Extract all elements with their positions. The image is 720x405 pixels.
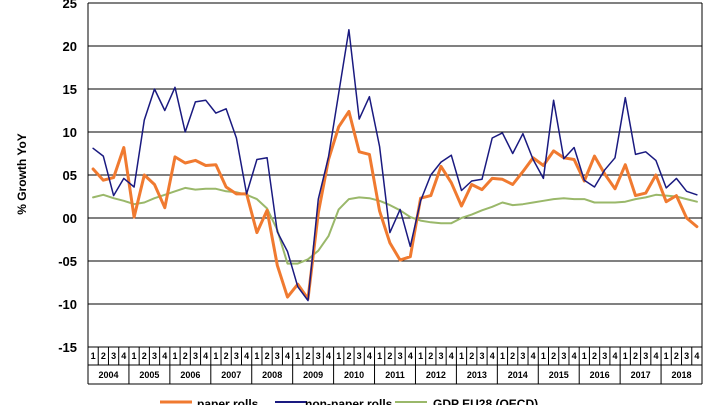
x-tick-quarter: 3 [520,351,525,361]
x-tick-quarter: 1 [336,351,341,361]
legend: paper rolls non-paper rolls GDP EU28 (OECD… [160,397,538,405]
x-tick-quarter: 3 [561,351,566,361]
x-tick-quarter: 1 [664,351,669,361]
x-tick-quarter: 3 [152,351,157,361]
x-tick-quarter: 1 [132,351,137,361]
x-tick-quarter: 3 [193,351,198,361]
x-tick-quarter: 2 [224,351,229,361]
x-tick-quarter: 4 [285,351,290,361]
x-tick-year: 2006 [180,370,200,380]
x-tick-quarter: 2 [101,351,106,361]
x-tick-year: 2010 [344,370,364,380]
x-tick-year: 2005 [139,370,159,380]
y-tick-label: -10 [58,297,77,312]
x-tick-quarter: 3 [357,351,362,361]
x-tick-quarter: 4 [367,351,372,361]
x-tick-quarter: 3 [398,351,403,361]
x-tick-quarter: 3 [643,351,648,361]
x-tick-quarter: 1 [623,351,628,361]
series-line-paper-rolls [91,109,699,301]
x-tick-quarter: 4 [326,351,331,361]
x-tick-quarter: 3 [234,351,239,361]
x-tick-quarter: 2 [428,351,433,361]
grid-lines [87,2,703,348]
x-tick-quarter: 2 [469,351,474,361]
x-tick-quarter: 4 [449,351,454,361]
legend-label: paper rolls [197,397,259,405]
x-tick-quarter: 2 [265,351,270,361]
legend-label: GDP EU28 (OECD) [433,397,538,405]
x-tick-quarter: 1 [91,351,96,361]
x-tick-year: 2018 [672,370,692,380]
series-line-gdp-eu28 [92,186,698,265]
x-tick-quarter: 1 [582,351,587,361]
y-tick-label: 25 [63,0,77,11]
y-tick-label: 05 [63,168,77,183]
x-tick-quarter: 1 [541,351,546,361]
x-tick-year: 2017 [631,370,651,380]
y-tick-label: 15 [63,82,77,97]
x-tick-quarter: 2 [142,351,147,361]
x-tick-year: 2007 [221,370,241,380]
x-tick-quarter: 2 [387,351,392,361]
x-tick-quarter: 3 [479,351,484,361]
x-tick-quarter: 4 [572,351,577,361]
x-tick-year: 2014 [508,370,528,380]
x-tick-quarter: 3 [275,351,280,361]
y-tick-label: -15 [58,340,77,355]
x-tick-quarter: 2 [346,351,351,361]
x-tick-quarter: 1 [172,351,177,361]
x-tick-quarter: 3 [684,351,689,361]
x-tick-quarter: 4 [162,351,167,361]
x-tick-quarter: 2 [306,351,311,361]
x-tick-quarter: 4 [490,351,495,361]
x-tick-quarter: 2 [633,351,638,361]
x-tick-year: 2008 [262,370,282,380]
y-tick-label: 00 [63,211,77,226]
x-tick-quarter: 1 [377,351,382,361]
x-tick-year: 2009 [303,370,323,380]
x-tick-quarter: 4 [694,351,699,361]
y-tick-label: 10 [63,125,77,140]
x-tick-quarter: 2 [674,351,679,361]
x-tick-year: 2012 [426,370,446,380]
x-tick-quarter: 4 [203,351,208,361]
x-tick-quarter: 3 [602,351,607,361]
x-tick-quarter: 1 [295,351,300,361]
x-tick-year: 2015 [549,370,569,380]
y-axis-title: % Growth YoY [15,133,29,215]
series-lines [91,28,699,302]
series-line-non-paper-rolls [92,28,698,302]
x-tick-quarter: 2 [183,351,188,361]
y-axis-ticks: 25 20 15 10 05 00 -05 -10 -15 [58,0,77,355]
legend-label: non-paper rolls [305,397,393,405]
x-tick-quarter: 4 [653,351,658,361]
x-tick-quarter: 1 [254,351,259,361]
x-tick-quarter: 4 [531,351,536,361]
x-tick-quarter: 2 [592,351,597,361]
x-tick-quarter: 3 [111,351,116,361]
x-tick-quarter: 3 [439,351,444,361]
x-tick-quarter: 1 [459,351,464,361]
x-tick-quarter: 2 [510,351,515,361]
x-tick-quarter: 4 [121,351,126,361]
y-tick-label: 20 [63,39,77,54]
x-tick-quarter: 1 [418,351,423,361]
x-tick-year: 2011 [385,370,405,380]
x-tick-quarter: 3 [316,351,321,361]
x-tick-quarter: 4 [408,351,413,361]
x-tick-quarter: 1 [213,351,218,361]
x-tick-year: 2013 [467,370,487,380]
x-tick-quarter: 1 [500,351,505,361]
y-tick-label: -05 [58,254,77,269]
x-tick-quarter: 4 [613,351,618,361]
x-tick-year: 2016 [590,370,610,380]
x-tick-quarter: 4 [244,351,249,361]
x-tick-quarter: 2 [551,351,556,361]
x-tick-year: 2004 [98,370,118,380]
